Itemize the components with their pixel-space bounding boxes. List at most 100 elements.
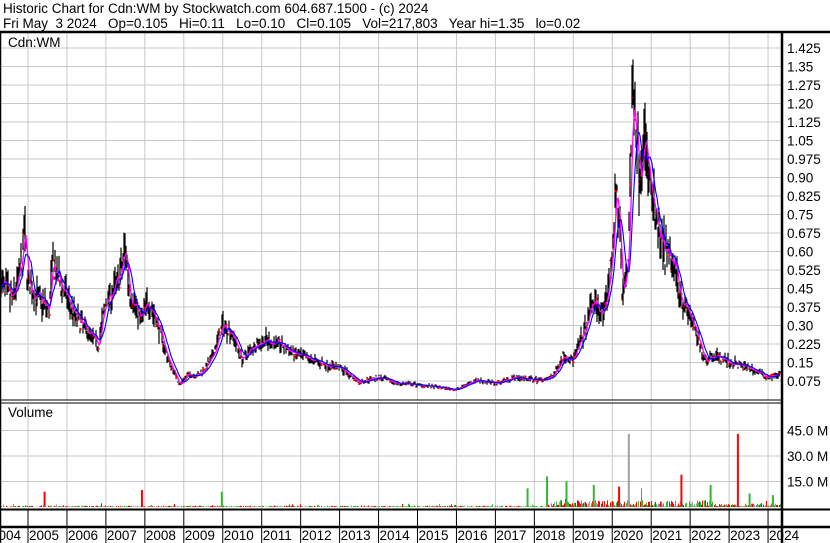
- volume-bar: [65, 506, 66, 507]
- volume-bar: [438, 506, 439, 507]
- volume-bar: [378, 506, 379, 507]
- volume-bar: [736, 505, 737, 507]
- volume-bar: [648, 501, 649, 507]
- volume-bar: [678, 503, 679, 507]
- volume-bar: [487, 505, 488, 507]
- volume-bar: [726, 504, 727, 507]
- volume-bar: [22, 506, 23, 507]
- volume-bar: [250, 505, 251, 507]
- volume-bar: [643, 505, 644, 507]
- volume-bar: [89, 505, 90, 507]
- volume-bar: [410, 506, 411, 507]
- volume-bar: [111, 506, 112, 507]
- volume-bar: [768, 505, 769, 507]
- volume-bar: [632, 504, 633, 507]
- volume-bar: [331, 506, 332, 507]
- volume-bar: [345, 505, 346, 507]
- volume-bar: [585, 502, 586, 507]
- volume-bar: [570, 504, 571, 507]
- volume-bar: [353, 505, 354, 507]
- volume-bar: [561, 500, 562, 507]
- close-mark: [692, 326, 695, 329]
- volume-bar: [329, 506, 330, 507]
- volume-bar: [717, 506, 718, 507]
- close-mark: [535, 377, 538, 380]
- volume-bar: [402, 503, 403, 507]
- volume-bar: [623, 504, 624, 507]
- chart-frame: [0, 30, 830, 543]
- close-mark: [334, 367, 337, 370]
- volume-bar: [452, 505, 453, 507]
- volume-bar: [13, 504, 14, 507]
- volume-bar: [163, 505, 164, 507]
- volume-bar: [564, 503, 565, 507]
- close-mark: [629, 183, 632, 186]
- price-tick-label: 0.90: [787, 171, 813, 186]
- volume-bar: [417, 505, 418, 507]
- volume-bar: [342, 505, 343, 507]
- volume-bar: [62, 506, 63, 507]
- volume-bar: [720, 505, 721, 507]
- volume-bar: [177, 506, 178, 507]
- volume-bar: [640, 501, 641, 507]
- volume-bar: [736, 433, 739, 507]
- volume-bar: [54, 505, 55, 507]
- volume-bar: [638, 500, 639, 507]
- volume-bar: [225, 506, 226, 507]
- volume-bar: [669, 501, 670, 507]
- volume-bar: [454, 504, 455, 507]
- volume-bars: [1, 433, 781, 507]
- volume-bar: [505, 505, 506, 507]
- volume-bar: [289, 504, 290, 507]
- close-mark: [305, 356, 308, 359]
- volume-bar: [492, 504, 493, 507]
- volume-bar: [108, 506, 109, 507]
- price-bars: [0, 59, 782, 392]
- volume-bar: [658, 503, 659, 507]
- volume-bar: [425, 505, 426, 507]
- volume-bar: [318, 504, 319, 507]
- volume-bar: [481, 506, 482, 507]
- volume-bar: [734, 504, 735, 507]
- volume-bar: [477, 506, 478, 507]
- volume-bar: [636, 501, 637, 507]
- volume-bar: [624, 501, 625, 507]
- volume-bar: [441, 506, 442, 507]
- volume-bar: [126, 506, 127, 507]
- volume-bar: [187, 506, 188, 507]
- volume-bar: [450, 505, 451, 507]
- volume-bar: [110, 506, 111, 507]
- volume-bar: [271, 506, 272, 507]
- volume-bar: [129, 505, 130, 507]
- volume-bar: [442, 505, 443, 507]
- volume-bar: [376, 506, 377, 507]
- volume-bar: [40, 505, 41, 507]
- volume-bar: [208, 505, 209, 507]
- volume-bar: [767, 506, 768, 507]
- volume-bar: [427, 505, 428, 507]
- volume-bar: [521, 506, 522, 507]
- volume-bar: [143, 505, 144, 507]
- volume-bar: [29, 506, 30, 507]
- volume-bar: [330, 506, 331, 507]
- volume-bar: [347, 506, 348, 507]
- volume-bar: [172, 506, 173, 507]
- volume-bar: [58, 506, 59, 507]
- year-label: 2004: [0, 528, 22, 543]
- volume-bar: [83, 506, 84, 507]
- volume-bar: [759, 504, 760, 507]
- close-mark: [225, 323, 228, 326]
- volume-bar: [476, 505, 477, 507]
- volume-bar: [158, 505, 159, 507]
- volume-bar: [572, 503, 573, 507]
- volume-bar: [584, 502, 585, 507]
- volume-bar: [152, 506, 153, 507]
- volume-bar: [154, 506, 155, 507]
- volume-bar: [765, 505, 766, 507]
- volume-bar: [598, 500, 599, 507]
- volume-bar: [491, 505, 492, 507]
- volume-bar: [725, 504, 726, 507]
- volume-bar: [97, 505, 98, 507]
- year-label: 2009: [185, 528, 215, 543]
- volume-bar: [444, 506, 445, 507]
